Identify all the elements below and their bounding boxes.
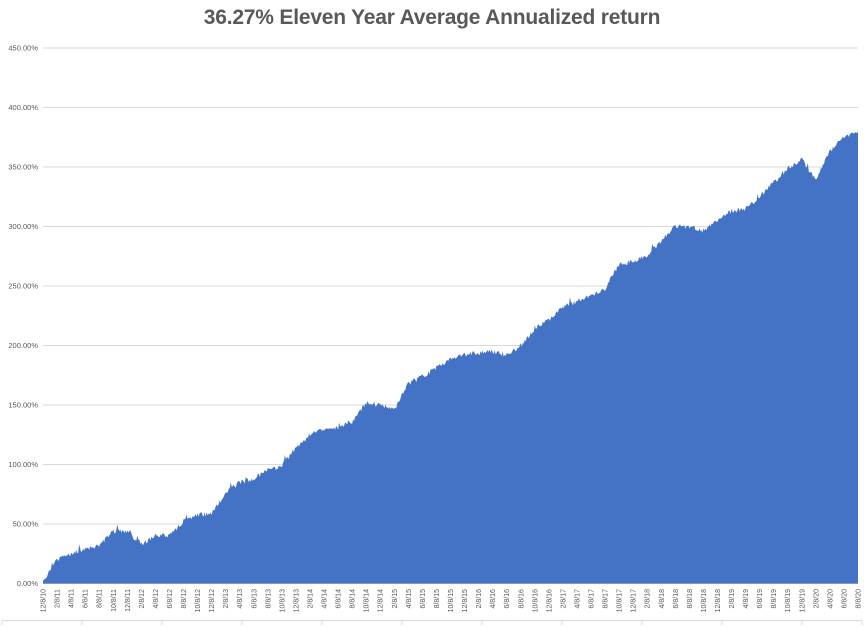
x-tick-label: 2/8/13 [223, 589, 230, 609]
x-tick-label: 6/8/11 [83, 589, 90, 608]
x-tick-label: 8/8/13 [265, 589, 272, 609]
x-tick-label: 12/8/18 [715, 589, 722, 612]
x-tick-label: 10/8/14 [364, 589, 371, 612]
x-tick-label: 2/8/19 [729, 589, 736, 609]
y-tick-label: 150.00% [8, 401, 38, 410]
x-tick-label: 12/8/15 [462, 589, 469, 612]
x-tick-label: 12/8/11 [125, 589, 132, 612]
bottom-axis-line [1, 620, 863, 625]
y-tick-label: 0.00% [17, 579, 39, 588]
y-tick-label: 450.00% [8, 44, 38, 53]
x-tick-label: 12/8/10 [41, 589, 48, 612]
x-tick-label: 4/8/12 [153, 589, 160, 609]
x-tick-label: 4/8/19 [743, 589, 750, 609]
x-tick-label: 2/8/12 [139, 589, 146, 609]
x-tick-label: 6/8/16 [504, 589, 511, 609]
x-tick-label: 6/8/18 [673, 589, 680, 609]
y-tick-label: 50.00% [13, 520, 39, 529]
x-tick-label: 6/8/19 [757, 589, 764, 609]
x-axis-labels: 12/8/10 2/8/11 4/8/11 6/8/11 8/8/11 10/8/11 12… [41, 589, 863, 613]
x-tick-label: 8/8/20 [856, 589, 863, 609]
y-tick-label: 100.00% [8, 460, 38, 469]
x-tick-label: 2/8/15 [392, 589, 399, 609]
x-tick-label: 8/8/14 [350, 589, 357, 609]
x-tick-label: 6/8/13 [251, 589, 258, 609]
x-tick-label: 12/8/17 [631, 589, 638, 612]
x-tick-label: 4/8/15 [406, 589, 413, 609]
x-tick-label: 6/8/12 [167, 589, 174, 609]
x-tick-label: 8/8/17 [603, 589, 610, 609]
x-tick-label: 4/8/11 [69, 589, 76, 608]
x-tick-label: 8/8/18 [687, 589, 694, 609]
x-tick-label: 10/8/16 [532, 589, 539, 612]
x-tick-label: 4/8/17 [575, 589, 582, 609]
x-tick-label: 4/8/18 [659, 589, 666, 609]
x-tick-label: 4/8/20 [827, 589, 834, 609]
x-tick-label: 2/8/16 [476, 589, 483, 609]
y-tick-label: 300.00% [8, 222, 38, 231]
x-tick-label: 10/8/17 [617, 589, 624, 612]
x-tick-label: 6/8/17 [589, 589, 596, 609]
x-tick-label: 10/8/19 [785, 589, 792, 612]
x-tick-label: 8/8/11 [97, 589, 104, 608]
chart-title: 36.27% Eleven Year Average Annualized re… [203, 6, 661, 29]
x-tick-label: 2/8/17 [560, 589, 567, 609]
y-tick-label: 350.00% [8, 163, 38, 172]
x-tick-label: 12/8/14 [378, 589, 385, 612]
x-tick-label: 8/8/12 [181, 589, 188, 609]
y-tick-label: 400.00% [8, 103, 38, 112]
x-tick-label: 6/8/14 [336, 589, 343, 609]
x-tick-label: 8/8/16 [518, 589, 525, 609]
area-series [43, 131, 858, 584]
x-tick-label: 10/8/11 [111, 589, 118, 612]
x-tick-label: 10/8/13 [279, 589, 286, 612]
x-tick-label: 8/8/15 [434, 589, 441, 609]
x-tick-label: 6/8/20 [841, 589, 848, 609]
x-tick-label: 2/8/20 [813, 589, 820, 609]
x-tick-label: 12/8/13 [293, 589, 300, 612]
y-axis-labels: 0.00% 50.00% 100.00% 150.00% 200.00% 250.00% 3… [8, 44, 38, 589]
x-tick-label: 4/8/13 [237, 589, 244, 609]
x-tick-label: 10/8/18 [701, 589, 708, 612]
x-tick-label: 2/8/14 [308, 589, 315, 609]
y-tick-label: 200.00% [8, 341, 38, 350]
x-tick-label: 6/8/15 [420, 589, 427, 609]
x-tick-label: 2/8/18 [645, 589, 652, 609]
x-tick-label: 4/8/16 [490, 589, 497, 609]
y-tick-label: 250.00% [8, 282, 38, 291]
x-tick-label: 2/8/11 [55, 589, 62, 608]
x-tick-label: 12/8/19 [799, 589, 806, 612]
x-tick-label: 4/8/14 [322, 589, 329, 609]
x-tick-label: 8/8/19 [771, 589, 778, 609]
x-tick-label: 12/8/12 [209, 589, 216, 612]
x-tick-label: 10/8/15 [448, 589, 455, 612]
x-tick-label: 12/8/16 [546, 589, 553, 612]
x-tick-label: 10/8/12 [195, 589, 202, 612]
